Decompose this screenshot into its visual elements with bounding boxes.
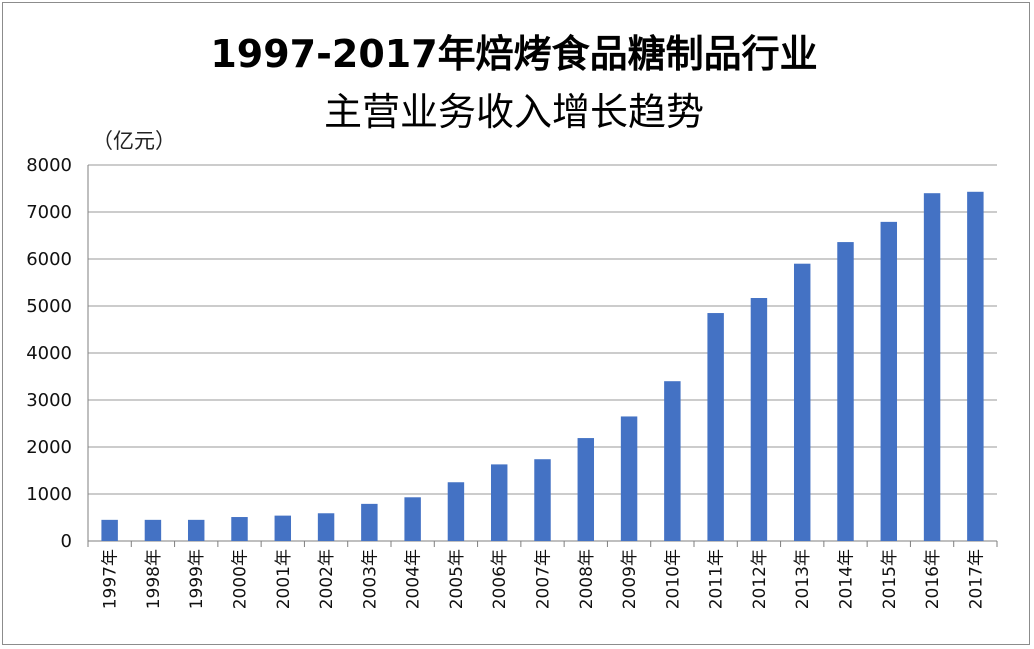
- bar-2010年: [664, 381, 681, 541]
- x-tick-label-2014年: 2014年: [837, 549, 857, 609]
- bar-2002年: [317, 513, 335, 541]
- bar-2008年: [577, 438, 595, 541]
- x-tick-label-2006年: 2006年: [490, 549, 510, 609]
- bar-2011年: [707, 313, 724, 541]
- bar-2000年: [231, 517, 248, 541]
- x-tick-label-2013年: 2013年: [793, 549, 813, 609]
- y-tick-label-2000: 2000: [26, 437, 72, 458]
- x-tick-label-2003年: 2003年: [360, 549, 380, 609]
- x-tick-label-2002年: 2002年: [317, 549, 337, 609]
- x-tick-label-2001年: 2001年: [274, 549, 294, 609]
- x-tick-label-2010年: 2010年: [663, 549, 683, 609]
- y-tick-label-5000: 5000: [26, 296, 72, 317]
- bar-2012年: [750, 298, 768, 541]
- bar-2017年: [967, 191, 984, 542]
- y-tick-label-3000: 3000: [26, 390, 72, 411]
- chart-subtitle: 主营业务收入增长趋势: [323, 90, 704, 134]
- x-tick-label-2004年: 2004年: [404, 549, 424, 609]
- bar-2016年: [923, 193, 941, 541]
- bar-2014年: [837, 242, 854, 541]
- bar-2007年: [534, 459, 551, 541]
- bar-2006年: [490, 464, 508, 541]
- y-tick-label-8000: 8000: [26, 155, 72, 176]
- x-tick-label-2011年: 2011年: [707, 549, 727, 609]
- x-tick-label-1998年: 1998年: [144, 549, 164, 609]
- x-tick-label-2000年: 2000年: [231, 549, 251, 609]
- x-tick-label-2012年: 2012年: [750, 549, 770, 609]
- y-tick-label-1000: 1000: [26, 484, 72, 505]
- y-tick-label-6000: 6000: [26, 249, 72, 270]
- chart-title-block: 1997-2017年焙烤食品糖制品行业 主营业务收入增长趋势: [0, 25, 1028, 141]
- y-axis-unit-label: （亿元）: [92, 129, 176, 153]
- x-tick-label-2016年: 2016年: [923, 549, 943, 609]
- x-tick-label-1997年: 1997年: [101, 549, 121, 609]
- y-tick-label-0: 0: [61, 531, 72, 552]
- bar-1998年: [144, 519, 162, 541]
- x-tick-label-2007年: 2007年: [534, 549, 554, 609]
- x-tick-label-1999年: 1999年: [187, 549, 207, 609]
- bar-1997年: [101, 519, 118, 541]
- y-tick-label-7000: 7000: [26, 202, 72, 223]
- bar-1999年: [187, 519, 205, 541]
- bar-2003年: [361, 503, 378, 541]
- bar-2009年: [620, 416, 638, 541]
- bar-2013年: [793, 263, 811, 541]
- x-tick-label-2015年: 2015年: [880, 549, 900, 609]
- x-tick-label-2008年: 2008年: [577, 549, 597, 609]
- bar-2001年: [274, 515, 292, 541]
- bar-2005年: [447, 482, 465, 541]
- x-tick-label-2017年: 2017年: [966, 549, 986, 609]
- bar-2004年: [404, 497, 421, 541]
- chart-title: 1997-2017年焙烤食品糖制品行业: [210, 32, 818, 76]
- y-tick-label-4000: 4000: [26, 343, 72, 364]
- x-tick-label-2009年: 2009年: [620, 549, 640, 609]
- x-tick-label-2005年: 2005年: [447, 549, 467, 609]
- bar-2015年: [880, 221, 898, 541]
